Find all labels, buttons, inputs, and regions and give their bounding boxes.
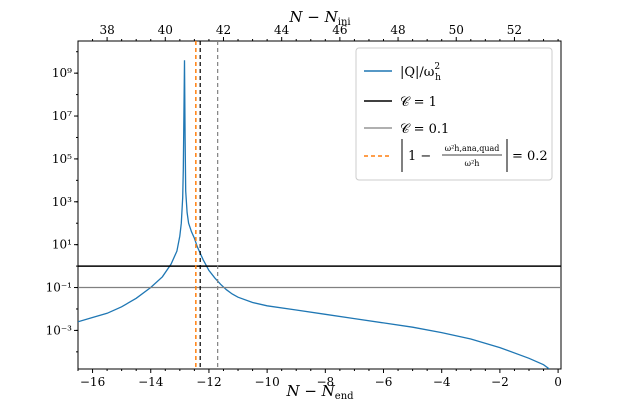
x-bottom-tick-label: −10 bbox=[254, 375, 279, 389]
series-q-curve bbox=[78, 60, 550, 369]
x-bottom-tick-label: −12 bbox=[196, 375, 221, 389]
x-top-label: N − Nini bbox=[288, 8, 350, 28]
x-top-tick-label: 52 bbox=[507, 23, 522, 37]
x-bottom-label: N − Nend bbox=[285, 382, 354, 402]
y-tick-label: 10⁵ bbox=[52, 152, 72, 166]
plot-lines bbox=[78, 41, 561, 369]
x-bottom-tick-label: −4 bbox=[433, 375, 451, 389]
x-top-tick-label: 50 bbox=[449, 23, 464, 37]
legend: |Q|/ω2 h 𝒞 = 1 𝒞 = 0.1 1 − ω²h,ana,quad ω… bbox=[355, 47, 553, 181]
legend-entry-c01: 𝒞 = 0.1 bbox=[400, 122, 449, 137]
legend-box bbox=[355, 47, 553, 181]
svg-text:ω²h,ana,quad: ω²h,ana,quad bbox=[445, 144, 500, 153]
x-bottom-tick-label: −8 bbox=[316, 375, 334, 389]
x-top-tick-label: 48 bbox=[390, 23, 405, 37]
y-tick-label: 10⁹ bbox=[52, 66, 72, 80]
x-bottom-tick-label: −14 bbox=[138, 375, 164, 389]
x-bottom-tick-label: −16 bbox=[80, 375, 105, 389]
x-top-tick-label: 40 bbox=[158, 23, 173, 37]
svg-text:ω²h: ω²h bbox=[465, 159, 480, 168]
svg-text:= 0.2: = 0.2 bbox=[512, 149, 548, 164]
x-bottom-tick-label: −2 bbox=[491, 375, 509, 389]
x-top-tick-label: 44 bbox=[274, 23, 290, 37]
y-tick-label: 10⁻¹ bbox=[46, 281, 72, 295]
legend-entry-q: |Q|/ω2 h bbox=[400, 62, 441, 83]
y-tick-label: 10⁷ bbox=[52, 109, 72, 123]
x-top-tick-label: 38 bbox=[99, 23, 114, 37]
plot-frame bbox=[77, 40, 562, 370]
y-tick-label: 10¹ bbox=[52, 238, 72, 252]
axis-ticks: −16 −14 −12 −10 −8 −6 −4 −2 0 38 40 42 44 46 48 50 52 10⁻… bbox=[46, 23, 562, 389]
x-top-tick-label: 46 bbox=[332, 23, 347, 37]
y-tick-label: 10³ bbox=[52, 195, 72, 209]
y-tick-label: 10⁻³ bbox=[46, 323, 73, 337]
legend-entry-c1: 𝒞 = 1 bbox=[400, 95, 437, 110]
x-bottom-tick-label: 0 bbox=[554, 375, 562, 389]
legend-entry-ratio: 1 − ω²h,ana,quad ω²h = 0.2 bbox=[401, 139, 548, 172]
x-top-tick-label: 42 bbox=[216, 23, 231, 37]
svg-text:1 −: 1 − bbox=[408, 149, 431, 164]
x-bottom-tick-label: −6 bbox=[375, 375, 393, 389]
